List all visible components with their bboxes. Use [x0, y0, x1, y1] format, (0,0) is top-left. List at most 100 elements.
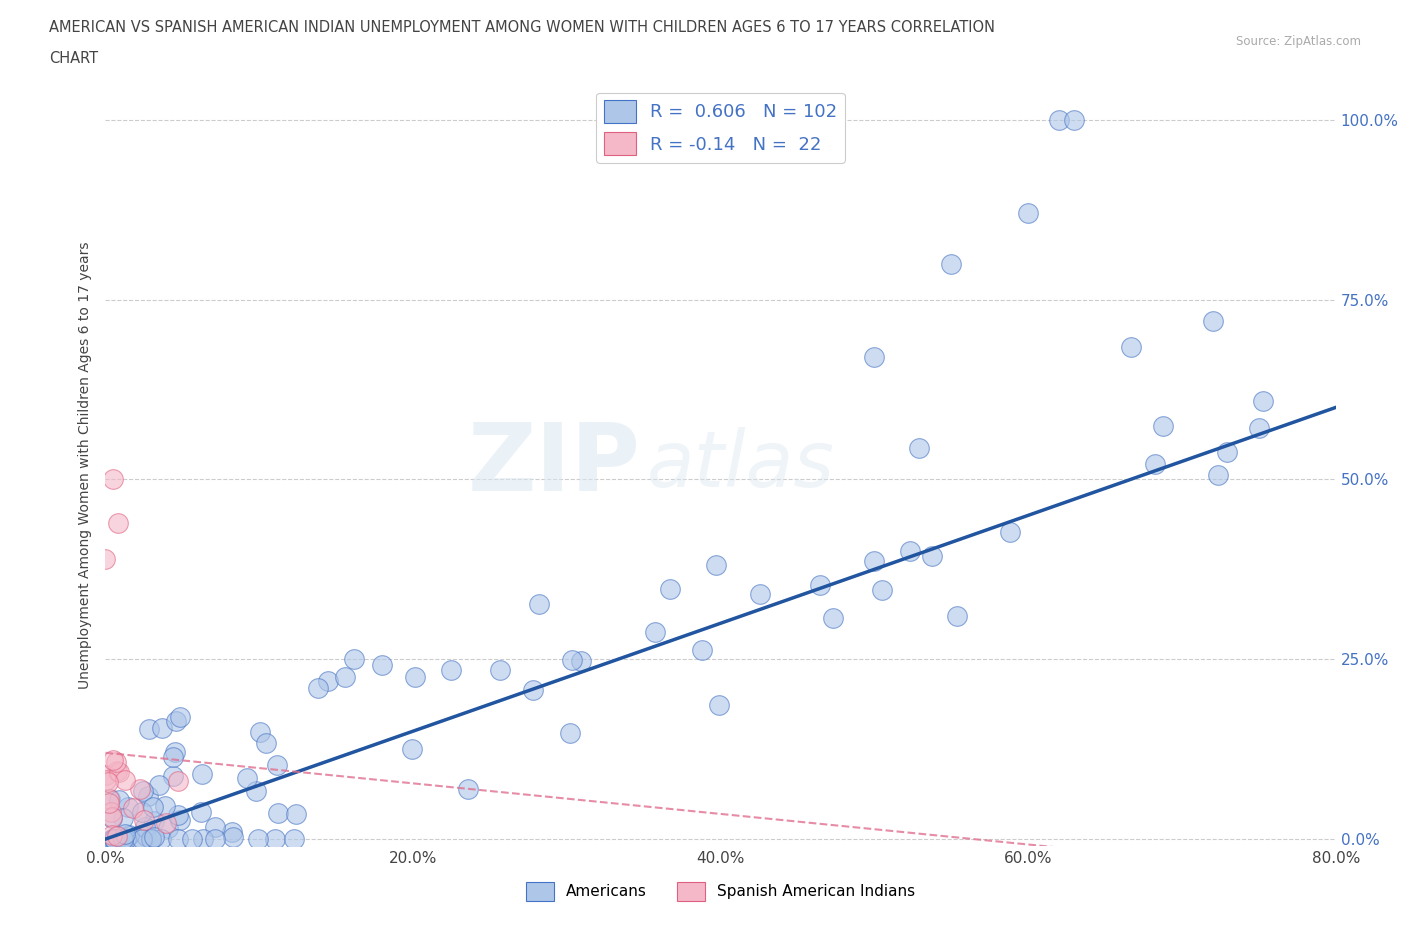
Spanish American Indians	[105, 828, 128, 843]
Americans	[440, 662, 463, 677]
Americans	[101, 831, 124, 846]
Americans	[863, 553, 886, 568]
Americans	[941, 256, 963, 271]
Americans	[157, 820, 180, 835]
Americans	[1000, 525, 1022, 539]
Americans	[749, 587, 772, 602]
Americans	[659, 582, 682, 597]
Americans	[190, 804, 212, 819]
Americans	[131, 804, 153, 819]
Text: CHART: CHART	[49, 51, 98, 66]
Spanish American Indians	[167, 774, 190, 789]
Americans	[561, 653, 583, 668]
Americans	[1206, 468, 1229, 483]
Americans	[921, 549, 943, 564]
Americans	[343, 652, 366, 667]
Americans	[863, 350, 886, 365]
Americans	[401, 742, 423, 757]
Americans	[404, 670, 426, 684]
Americans	[108, 792, 131, 807]
Americans	[136, 789, 159, 804]
Spanish American Indians	[100, 804, 122, 819]
Americans	[155, 798, 177, 813]
Americans	[571, 653, 593, 668]
Americans	[872, 582, 894, 597]
Americans	[165, 714, 187, 729]
Spanish American Indians	[132, 813, 155, 828]
Spanish American Indians	[122, 801, 145, 816]
Americans	[1253, 393, 1275, 408]
Americans	[254, 735, 277, 750]
Americans	[103, 831, 125, 846]
Americans	[105, 831, 128, 846]
Americans	[134, 819, 156, 834]
Americans	[690, 643, 713, 658]
Americans	[1152, 419, 1174, 434]
Americans	[181, 831, 204, 846]
Americans	[333, 670, 356, 684]
Americans	[263, 831, 285, 846]
Americans	[132, 783, 155, 798]
Spanish American Indians	[98, 796, 121, 811]
Americans	[707, 698, 730, 712]
Americans	[103, 831, 125, 846]
Americans	[128, 831, 150, 846]
Americans	[112, 831, 135, 846]
Americans	[169, 710, 191, 724]
Americans	[100, 831, 122, 846]
Americans	[114, 831, 136, 846]
Americans	[527, 596, 550, 611]
Americans	[135, 829, 157, 844]
Americans	[162, 769, 184, 784]
Americans	[221, 824, 243, 839]
Americans	[143, 813, 166, 828]
Americans	[1247, 420, 1270, 435]
Americans	[644, 625, 666, 640]
Americans	[204, 819, 226, 834]
Americans	[191, 766, 214, 781]
Spanish American Indians	[101, 472, 124, 486]
Americans	[112, 831, 135, 846]
Spanish American Indians	[107, 515, 129, 530]
Spanish American Indians	[129, 782, 152, 797]
Americans	[167, 831, 190, 846]
Americans	[457, 782, 479, 797]
Spanish American Indians	[98, 792, 121, 807]
Spanish American Indians	[94, 551, 117, 566]
Americans	[1047, 113, 1070, 127]
Spanish American Indians	[97, 775, 120, 790]
Americans	[946, 608, 969, 623]
Americans	[138, 722, 160, 737]
Americans	[100, 810, 122, 825]
Americans	[142, 800, 165, 815]
Spanish American Indians	[105, 754, 128, 769]
Americans	[898, 544, 921, 559]
Americans	[821, 611, 844, 626]
Americans	[371, 658, 394, 672]
Americans	[704, 558, 727, 573]
Americans	[249, 724, 271, 739]
Americans	[139, 831, 162, 846]
Americans	[114, 826, 136, 841]
Americans	[246, 831, 269, 846]
Americans	[1017, 206, 1039, 220]
Spanish American Indians	[100, 809, 122, 824]
Americans	[488, 662, 510, 677]
Americans	[162, 750, 184, 764]
Americans	[266, 757, 288, 772]
Americans	[98, 791, 121, 806]
Americans	[808, 578, 831, 592]
Americans	[141, 831, 163, 846]
Spanish American Indians	[107, 764, 129, 779]
Americans	[1119, 340, 1142, 355]
Spanish American Indians	[101, 752, 124, 767]
Americans	[191, 831, 214, 846]
Americans	[169, 812, 191, 827]
Text: atlas: atlas	[647, 427, 835, 503]
Americans	[117, 799, 139, 814]
Spanish American Indians	[155, 815, 177, 830]
Americans	[1216, 445, 1239, 459]
Americans	[1201, 313, 1223, 328]
Spanish American Indians	[96, 773, 118, 788]
Americans	[307, 681, 329, 696]
